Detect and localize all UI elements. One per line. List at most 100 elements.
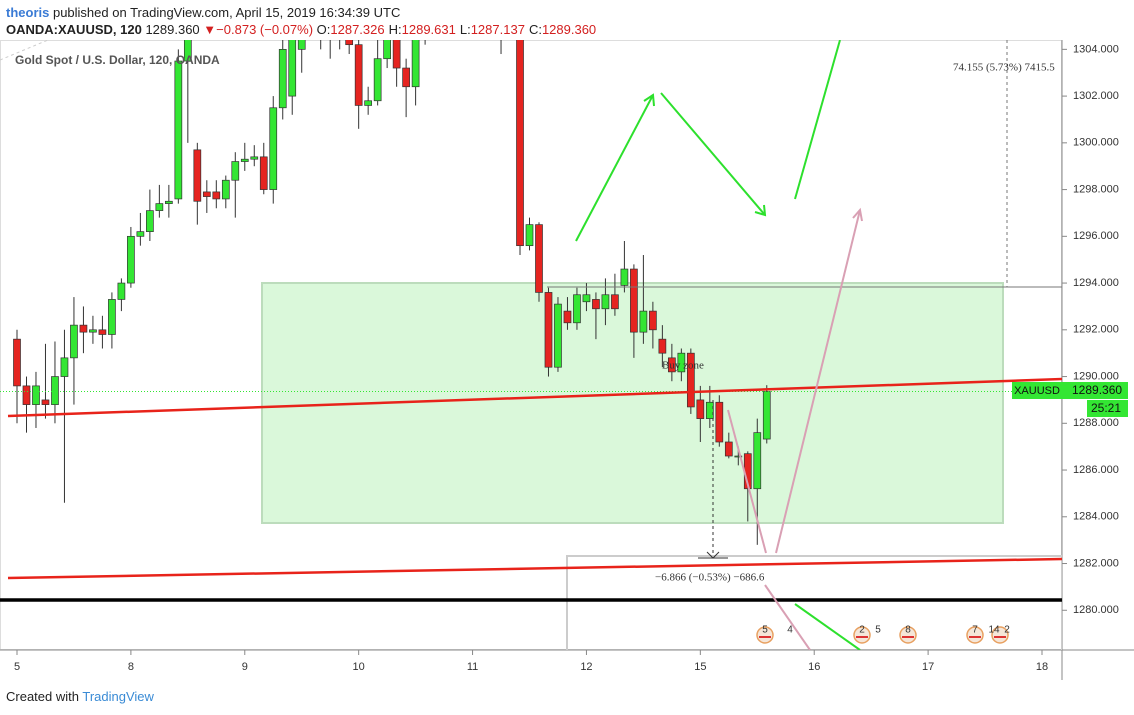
candle-body [422,17,429,38]
candle-body [535,224,543,293]
published: published on TradingView.com, April 15, … [52,5,401,20]
candle-body [269,107,278,190]
candles [0,5,1062,545]
measure-box [566,555,1062,650]
candle-body [696,399,705,419]
x-tick-label: 16 [808,661,820,673]
event-label: 4 [787,625,793,636]
candle-body [174,60,183,200]
candle-body [22,385,31,405]
candle-body [79,324,88,333]
countdown-text: 25:21 [1091,401,1121,415]
candle-body [516,40,524,247]
x-tick-label: 18 [1036,661,1048,673]
ohlc-label: L: [459,22,471,37]
candle-body [668,357,676,373]
ohlc: O:1287.326 H:1289.631 L:1287.137 C:1289.360 [317,22,601,37]
candle-body [525,224,534,247]
candle-body [146,210,154,232]
measure-label: 74.155 (5.73%) 7415.5 [953,62,1055,74]
candle-body [383,40,391,60]
candle-body [193,149,202,202]
price-tag-text: 1289.360 [1072,383,1122,397]
candle-body [345,40,354,46]
event-badge [966,626,984,644]
candle-body [649,310,657,331]
candle-body [250,156,259,160]
candle-body [573,294,581,324]
candle-body [202,191,211,197]
candle-body [469,5,476,19]
y-tick-label: 1300.000 [1073,137,1119,149]
projection-arrow [764,584,811,650]
projection-arrow [794,603,861,650]
event-label: 5 [762,625,768,636]
x-tick-label: 8 [128,661,134,673]
chart-title: Gold Spot / U.S. Dollar, 120, OANDA [15,53,220,67]
candle-body [108,299,116,335]
candle-body [240,158,249,162]
candle-body [89,329,97,333]
ohlc-label: H: [388,22,402,37]
change: −0.873 (−0.07%) [216,22,314,37]
candle-body [611,294,619,310]
zone-label: Buy zone [662,360,704,372]
candle-body [212,191,221,200]
projection-arrow [575,94,654,242]
y-tick-label: 1304.000 [1073,43,1119,55]
drawings [0,40,1062,650]
candle-body [60,357,69,377]
x-tick-label: 10 [353,661,365,673]
projection-arrow [660,92,766,216]
ohlc-value: 1287.326 [330,22,385,37]
ohlc-value: 1289.360 [541,22,597,37]
candle-body [70,324,78,359]
candle-body [259,156,268,190]
ohlc-value: 1289.631 [401,22,456,37]
trend-line [7,377,1062,418]
candle-body [32,385,40,405]
author: theoris [6,5,50,20]
candle-body [278,48,287,109]
candle-body [705,401,714,419]
y-tick-label: 1290.000 [1073,370,1119,382]
event-label: 5 [875,625,881,636]
candle-body [288,40,297,97]
event-badge [756,626,774,644]
candle-body [402,67,410,88]
candle-body [563,310,572,324]
y-tick-label: 1294.000 [1073,277,1119,289]
candle-body [554,303,562,368]
projection-arrow [794,40,841,200]
ohlc-label: O: [316,22,331,37]
symbol-tag [1012,382,1062,399]
header-line: OANDA:XAUUSD, 120 1289.360 ▼−0.873 (−0.0… [6,22,600,37]
event-label: 14 [988,625,1000,636]
x-tick-label: 17 [922,661,934,673]
candle-body [354,44,363,106]
candle-body [582,294,591,303]
candle-body [620,268,629,286]
y-tick-label: 1286.000 [1073,464,1119,476]
candle-body [136,231,145,237]
y-tick-label: 1298.000 [1073,183,1119,195]
candle-body [658,338,667,354]
projection-arrow [775,209,861,554]
candle-body [165,200,173,204]
footer-text: Created with [6,689,79,704]
y-tick-label: 1284.000 [1073,511,1119,523]
candle-body [117,282,126,300]
candle-body [630,268,638,333]
y-tick-label: 1288.000 [1073,417,1119,429]
measure-label: −6.866 (−0.53%) −686.6 [655,572,765,584]
candle-body [127,235,135,284]
candle-body [41,399,50,405]
candle-body [336,26,343,38]
candle-body [431,7,438,16]
candle-body [13,338,21,387]
ohlc-value: 1287.137 [470,22,525,37]
arrow-head [643,93,655,107]
chart: Gold Spot / U.S. Dollar, 120, OANDA 74.1… [0,5,1134,680]
footer-brand: TradingView [82,689,154,704]
